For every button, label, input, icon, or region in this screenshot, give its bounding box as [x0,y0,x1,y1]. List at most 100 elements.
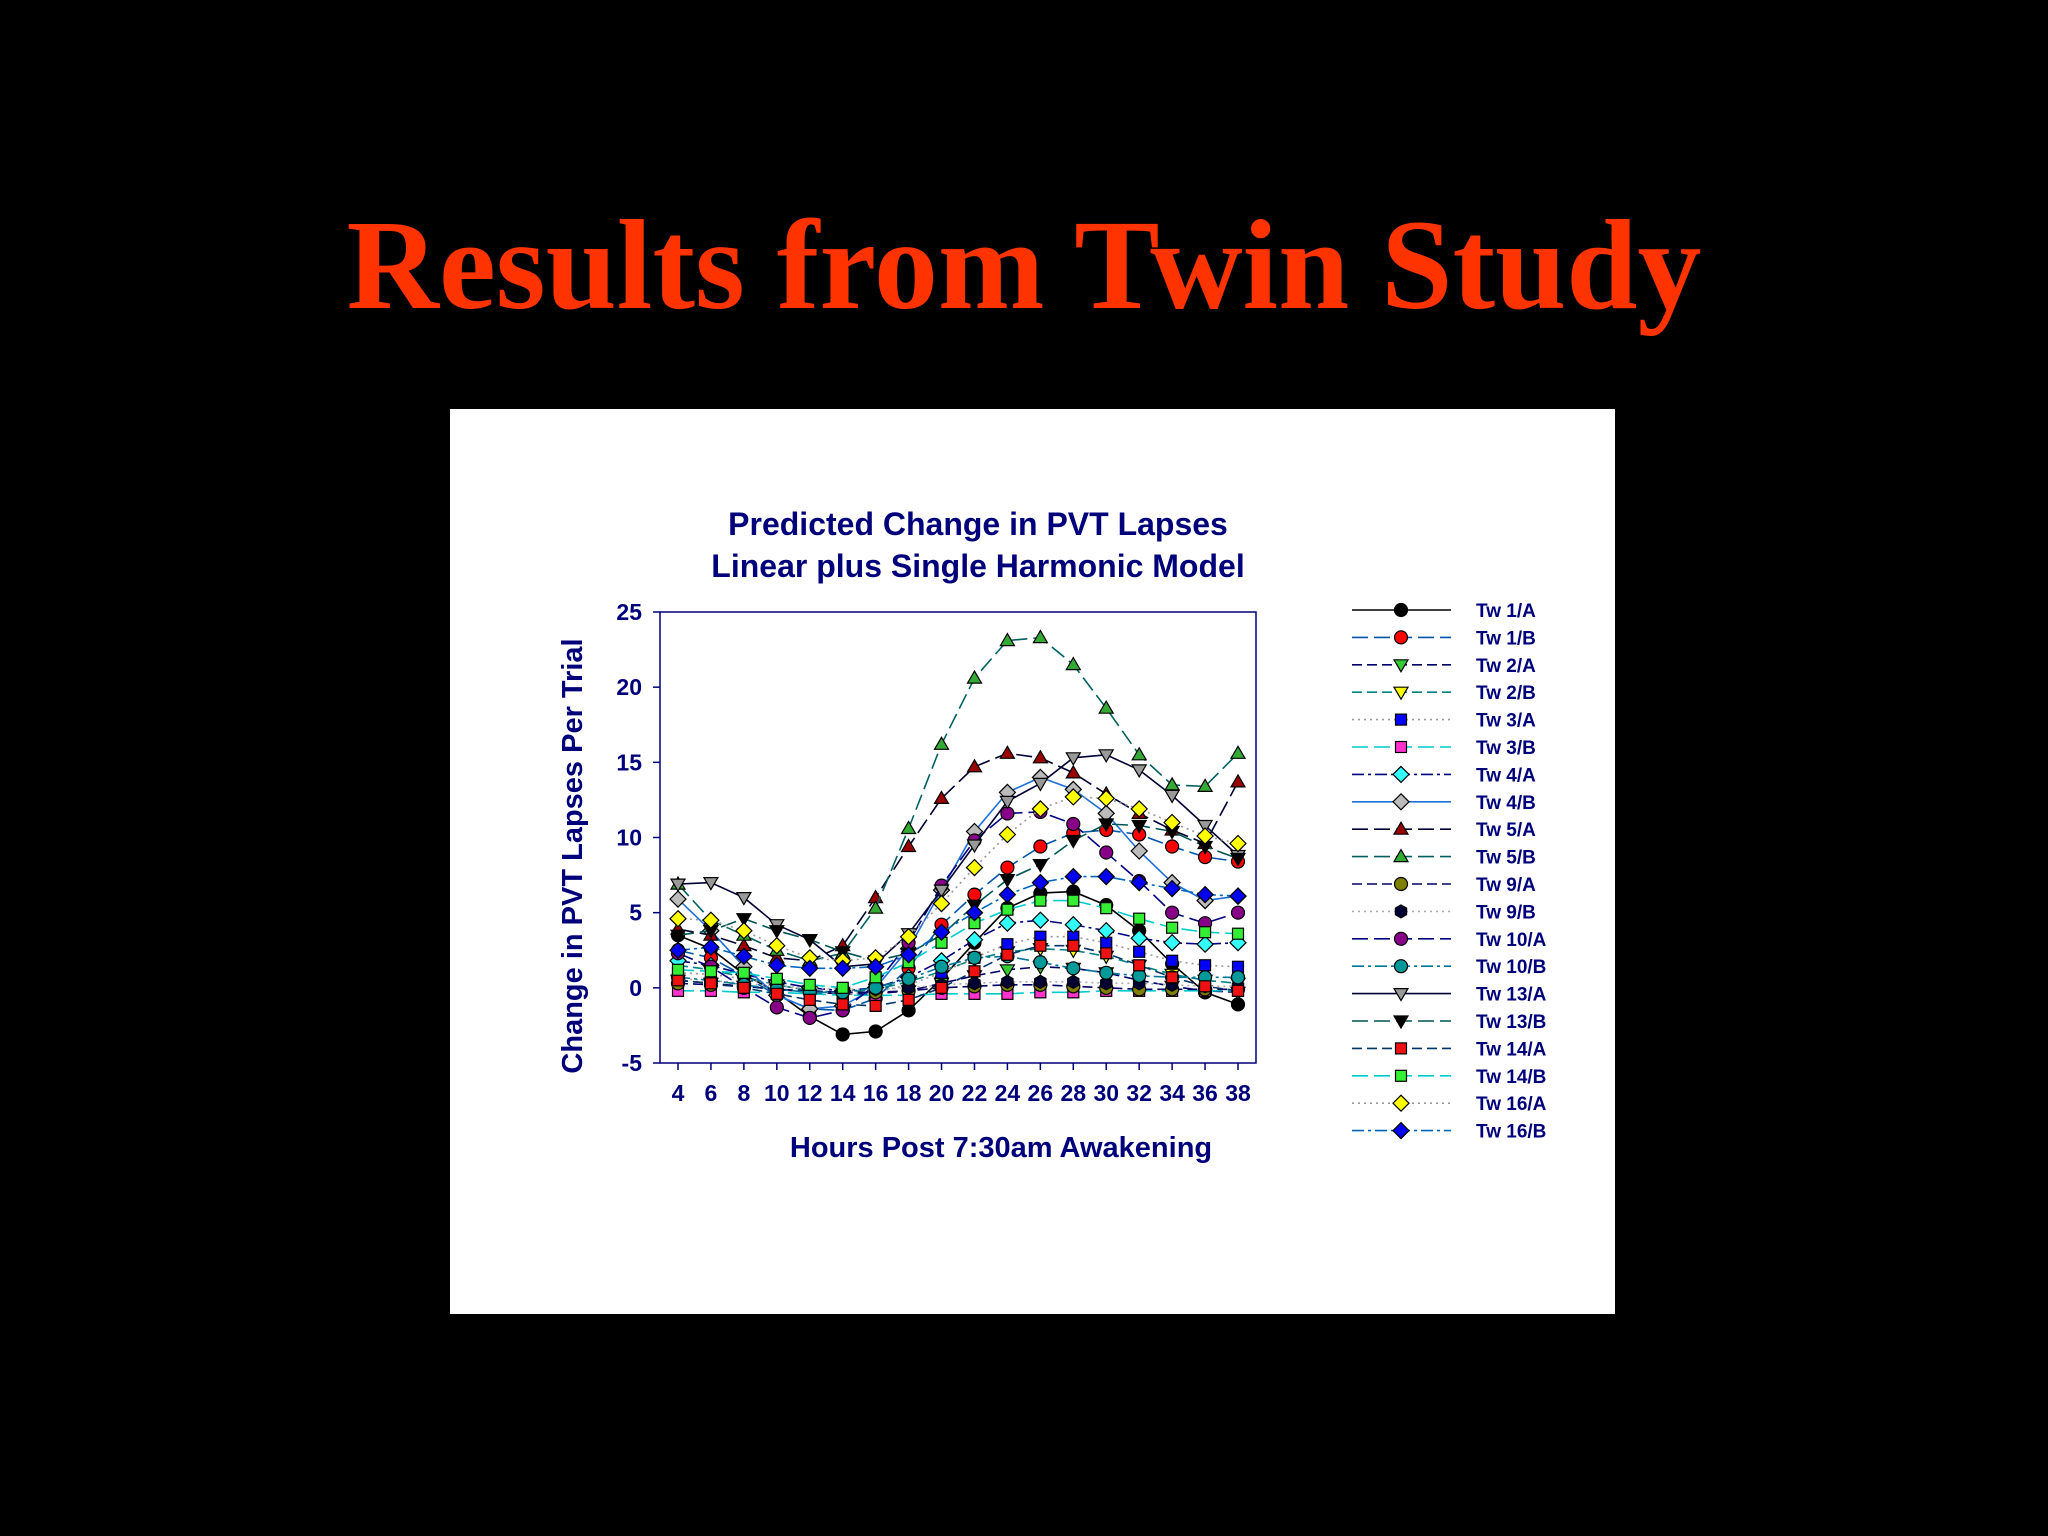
series-line [677,899,1239,989]
data-point [1099,976,1113,991]
y-axis: -5 0 5 10 15 20 25 [616,599,660,1076]
legend-label: Tw 5/B [1476,848,1536,869]
legend-marker [1394,1042,1408,1055]
data-point [800,959,819,978]
data-point [1032,629,1049,644]
legend-entry: Tw 3/A [1352,711,1536,732]
legend: Tw 1/A Tw 1/B Tw 2/A Tw 2/B Tw 3/A Tw 3/B Tw 4… [1352,601,1547,1143]
data-point [966,839,983,854]
legend-marker [1394,740,1408,754]
y-tick-label: 5 [629,900,642,926]
data-point [1166,954,1179,967]
legend-label: Tw 3/A [1476,711,1536,732]
legend-label: Tw 16/A [1476,1094,1547,1115]
legend-entry: Tw 10/B [1352,957,1546,978]
data-point [899,945,918,964]
data-point [737,966,750,979]
data-point [702,938,720,957]
data-point [1067,974,1080,989]
x-tick-label: 12 [797,1080,823,1106]
data-point [866,957,885,976]
data-point [998,825,1017,844]
data-point [669,941,687,960]
data-point [702,911,720,930]
legend-label: Tw 13/A [1476,985,1547,1006]
data-point [1099,965,1114,980]
data-point [801,934,818,948]
legend-entry: Tw 3/B [1352,738,1536,759]
data-point [965,930,984,949]
data-point [901,971,916,986]
x-tick-label: 34 [1159,1080,1185,1106]
data-point [833,959,852,978]
data-point [1198,926,1212,939]
series-tw-13-b [669,818,1247,969]
data-point [1033,839,1048,854]
data-point [1133,945,1146,958]
legend-entry: Tw 5/A [1352,820,1536,841]
legend-label: Tw 14/A [1476,1039,1547,1060]
x-tick-label: 24 [995,1080,1021,1106]
data-point [1001,938,1014,951]
data-point [671,974,685,987]
x-tick-label: 8 [737,1080,750,1106]
legend-entry: Tw 5/B [1352,848,1536,869]
y-tick-label: 10 [616,825,642,851]
x-tick-label: 38 [1225,1080,1251,1106]
legend-entry: Tw 16/B [1352,1122,1546,1143]
data-point [933,790,950,804]
x-tick-label: 16 [863,1080,889,1106]
legend-marker [1392,821,1410,835]
data-point [737,981,750,994]
legend-label: Tw 1/B [1476,628,1536,649]
data-point [1100,902,1113,915]
series-line [677,811,1239,1019]
legend-marker [1394,1069,1408,1082]
data-point [1131,746,1148,761]
data-point [998,914,1017,933]
series-line [677,752,1239,962]
data-point [1130,929,1149,948]
data-point [1034,939,1047,952]
data-point [900,820,917,835]
legend-marker [1392,765,1410,784]
data-point [967,887,982,902]
legend-label: Tw 2/B [1476,683,1536,704]
data-point [933,884,950,899]
data-point [1133,912,1146,925]
data-point [704,965,718,978]
data-point [1065,764,1082,779]
x-tick-label: 22 [962,1080,988,1106]
data-point [966,758,983,773]
legend-entry: Tw 10/A [1352,930,1547,951]
x-tick-label: 36 [1192,1080,1218,1106]
legend-entry: Tw 14/A [1352,1039,1547,1060]
legend-entry: Tw 13/A [1352,985,1547,1006]
legend-entry: Tw 2/B [1352,683,1536,704]
x-axis-label: Hours Post 7:30am Awakening [790,1132,1212,1164]
data-point [1130,873,1149,892]
legend-label: Tw 3/B [1476,738,1536,759]
legend-label: Tw 9/B [1476,902,1536,923]
data-point [1031,800,1050,818]
data-point [1197,819,1214,834]
data-point [669,890,687,908]
data-point [1067,894,1080,907]
data-point [999,964,1016,978]
legend-marker [1392,848,1410,863]
y-axis-label: Change in PVT Lapses Per Trial [557,638,589,1073]
data-point [1097,789,1116,808]
data-point [999,874,1016,888]
legend-marker [1393,931,1409,946]
data-point [965,903,984,922]
data-point [965,858,984,877]
chart-title: Predicted Change in PVT Lapses [728,506,1228,542]
legend-marker [1393,602,1409,618]
data-point [900,838,917,853]
data-point [1196,885,1214,904]
data-point [1163,813,1181,832]
legend-label: Tw 16/B [1476,1122,1546,1143]
legend-marker [1392,1094,1410,1113]
data-point [1100,947,1113,960]
data-point [770,987,783,1000]
